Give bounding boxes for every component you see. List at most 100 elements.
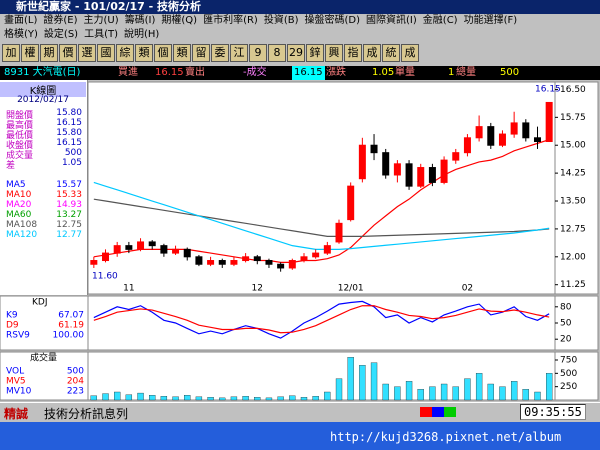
low-label: 11.60 (92, 272, 118, 282)
toolbar-button[interactable]: 綜 (116, 44, 134, 62)
panel-bg (87, 351, 556, 401)
candle-body (172, 248, 180, 254)
volume-bar (522, 389, 529, 401)
menu-item[interactable]: 功能選擇(F) (463, 15, 518, 26)
candle-body (405, 163, 413, 187)
menu-item[interactable]: 說明(H) (124, 29, 160, 40)
menu-item[interactable]: 金融(C) (422, 15, 458, 26)
toolbar-button[interactable]: 9 (249, 44, 267, 62)
toolbar-button[interactable]: 選 (78, 44, 96, 62)
menu-item[interactable]: 期權(Q) (161, 15, 198, 26)
menu-item[interactable]: 國際資訊(I) (366, 15, 417, 26)
ma-label: MA120 (6, 230, 38, 240)
line (93, 198, 550, 237)
menu-item[interactable]: 設定(S) (43, 29, 79, 40)
volume-bar (487, 383, 494, 401)
line (93, 181, 550, 250)
menu-item[interactable]: 主力(U) (83, 15, 119, 26)
toolbar-button[interactable]: 個 (154, 44, 172, 62)
toolbar-button[interactable]: 29 (287, 44, 305, 62)
toolbar-button[interactable]: 類 (135, 44, 153, 62)
volume-bar (347, 357, 354, 401)
value: 16.15 (155, 67, 184, 78)
toolbar-button[interactable]: 委 (211, 44, 229, 62)
volume-bar (102, 393, 109, 401)
toolbar-button[interactable]: 成 (363, 44, 381, 62)
menu-item[interactable]: 匯市利率(R) (203, 15, 258, 26)
toolbar-button[interactable]: 加 (2, 44, 20, 62)
ma-row: MA120 12.77 (6, 230, 84, 240)
menu-item[interactable]: 籌碼(I) (124, 15, 156, 26)
candle-body (323, 245, 331, 254)
panel-title: 成交量 (30, 352, 57, 364)
message: 技術分析訊息列 (44, 407, 129, 421)
info-panel: K線圖 2012/02/17 開盤價 15.80 最高價 16.15 最低價 15.80 收… (0, 80, 88, 295)
menu-item[interactable]: 格模(Y) (4, 29, 38, 40)
candle-body (218, 260, 226, 265)
ma-value: 12.77 (56, 230, 82, 240)
candle-body (475, 126, 483, 139)
x-tick-label: 12/01 (338, 284, 364, 294)
label: 單量 (395, 67, 415, 78)
menu-item[interactable]: 畫面(L) (4, 15, 38, 26)
toolbar-button[interactable]: 類 (173, 44, 191, 62)
ma-value: 15.33 (56, 190, 82, 200)
x-tick-label: 11 (123, 284, 134, 294)
axis-bg (554, 351, 599, 401)
toolbar-button[interactable]: 指 (344, 44, 362, 62)
toolbar-button[interactable]: 國 (97, 44, 115, 62)
y-tick-label: 16.50 (560, 85, 586, 95)
toolbar-button[interactable]: 留 (192, 44, 210, 62)
toolbar-button[interactable]: 江 (230, 44, 248, 62)
indicator-label: VOL (6, 367, 24, 377)
menu-item[interactable]: 操盤密碼(D) (304, 15, 361, 26)
field-value: 16.15 (56, 118, 82, 128)
menu-item[interactable]: 投資(B) (263, 15, 299, 26)
volume-bar (464, 378, 471, 401)
toolbar-button[interactable]: 統 (382, 44, 400, 62)
volume-bar (405, 381, 413, 401)
menu-item[interactable]: 證券(E) (43, 15, 78, 26)
toolbar-button[interactable]: 興 (325, 44, 343, 62)
high-label: 16.15 (535, 85, 561, 95)
candle-body (358, 144, 366, 180)
y-tick-label: 80 (560, 302, 572, 312)
volume-bar (230, 396, 238, 401)
y-tick-label: 500 (560, 369, 577, 379)
toolbar-button[interactable]: 期 (40, 44, 58, 62)
indicator-value: 223 (67, 387, 84, 397)
line (93, 305, 550, 334)
ma-label: MA60 (6, 210, 32, 220)
y-tick-label: 11.25 (560, 280, 586, 290)
volume-bar (370, 362, 378, 401)
x-tick-label: 12 (252, 284, 263, 294)
panel-title: KDJ (32, 298, 48, 308)
volume-bar (475, 373, 483, 401)
toolbar-button[interactable]: 價 (59, 44, 77, 62)
status-bar: 精誠 技術分析訊息列 09:35:55 (0, 402, 600, 421)
volume-bar (207, 397, 214, 401)
volume-bar (160, 396, 168, 401)
ma-label: MA10 (6, 190, 32, 200)
candle-body (195, 256, 203, 265)
toolbar-button[interactable]: 成 (401, 44, 419, 62)
label: 總量 (456, 67, 476, 78)
toolbar-button[interactable]: 權 (21, 44, 39, 62)
volume-bar (499, 386, 506, 401)
volume-bar (184, 395, 191, 401)
value: 1 (448, 67, 455, 78)
candle-body (160, 245, 168, 254)
field-row: 收盤價 16.15 (6, 138, 84, 151)
toolbar-button[interactable]: 鋅 (306, 44, 324, 62)
volume-bar (90, 395, 97, 401)
volume-bar (335, 378, 343, 401)
candle-body (487, 126, 495, 146)
line (93, 139, 550, 263)
toolbar-button[interactable]: 8 (268, 44, 286, 62)
volume-bar (277, 396, 284, 401)
menu-item[interactable]: 工具(T) (84, 29, 118, 40)
volume-bar (382, 383, 389, 401)
volume-bar (300, 397, 308, 401)
y-tick-label: 13.50 (560, 197, 586, 207)
indicator-label: K9 (6, 311, 18, 321)
